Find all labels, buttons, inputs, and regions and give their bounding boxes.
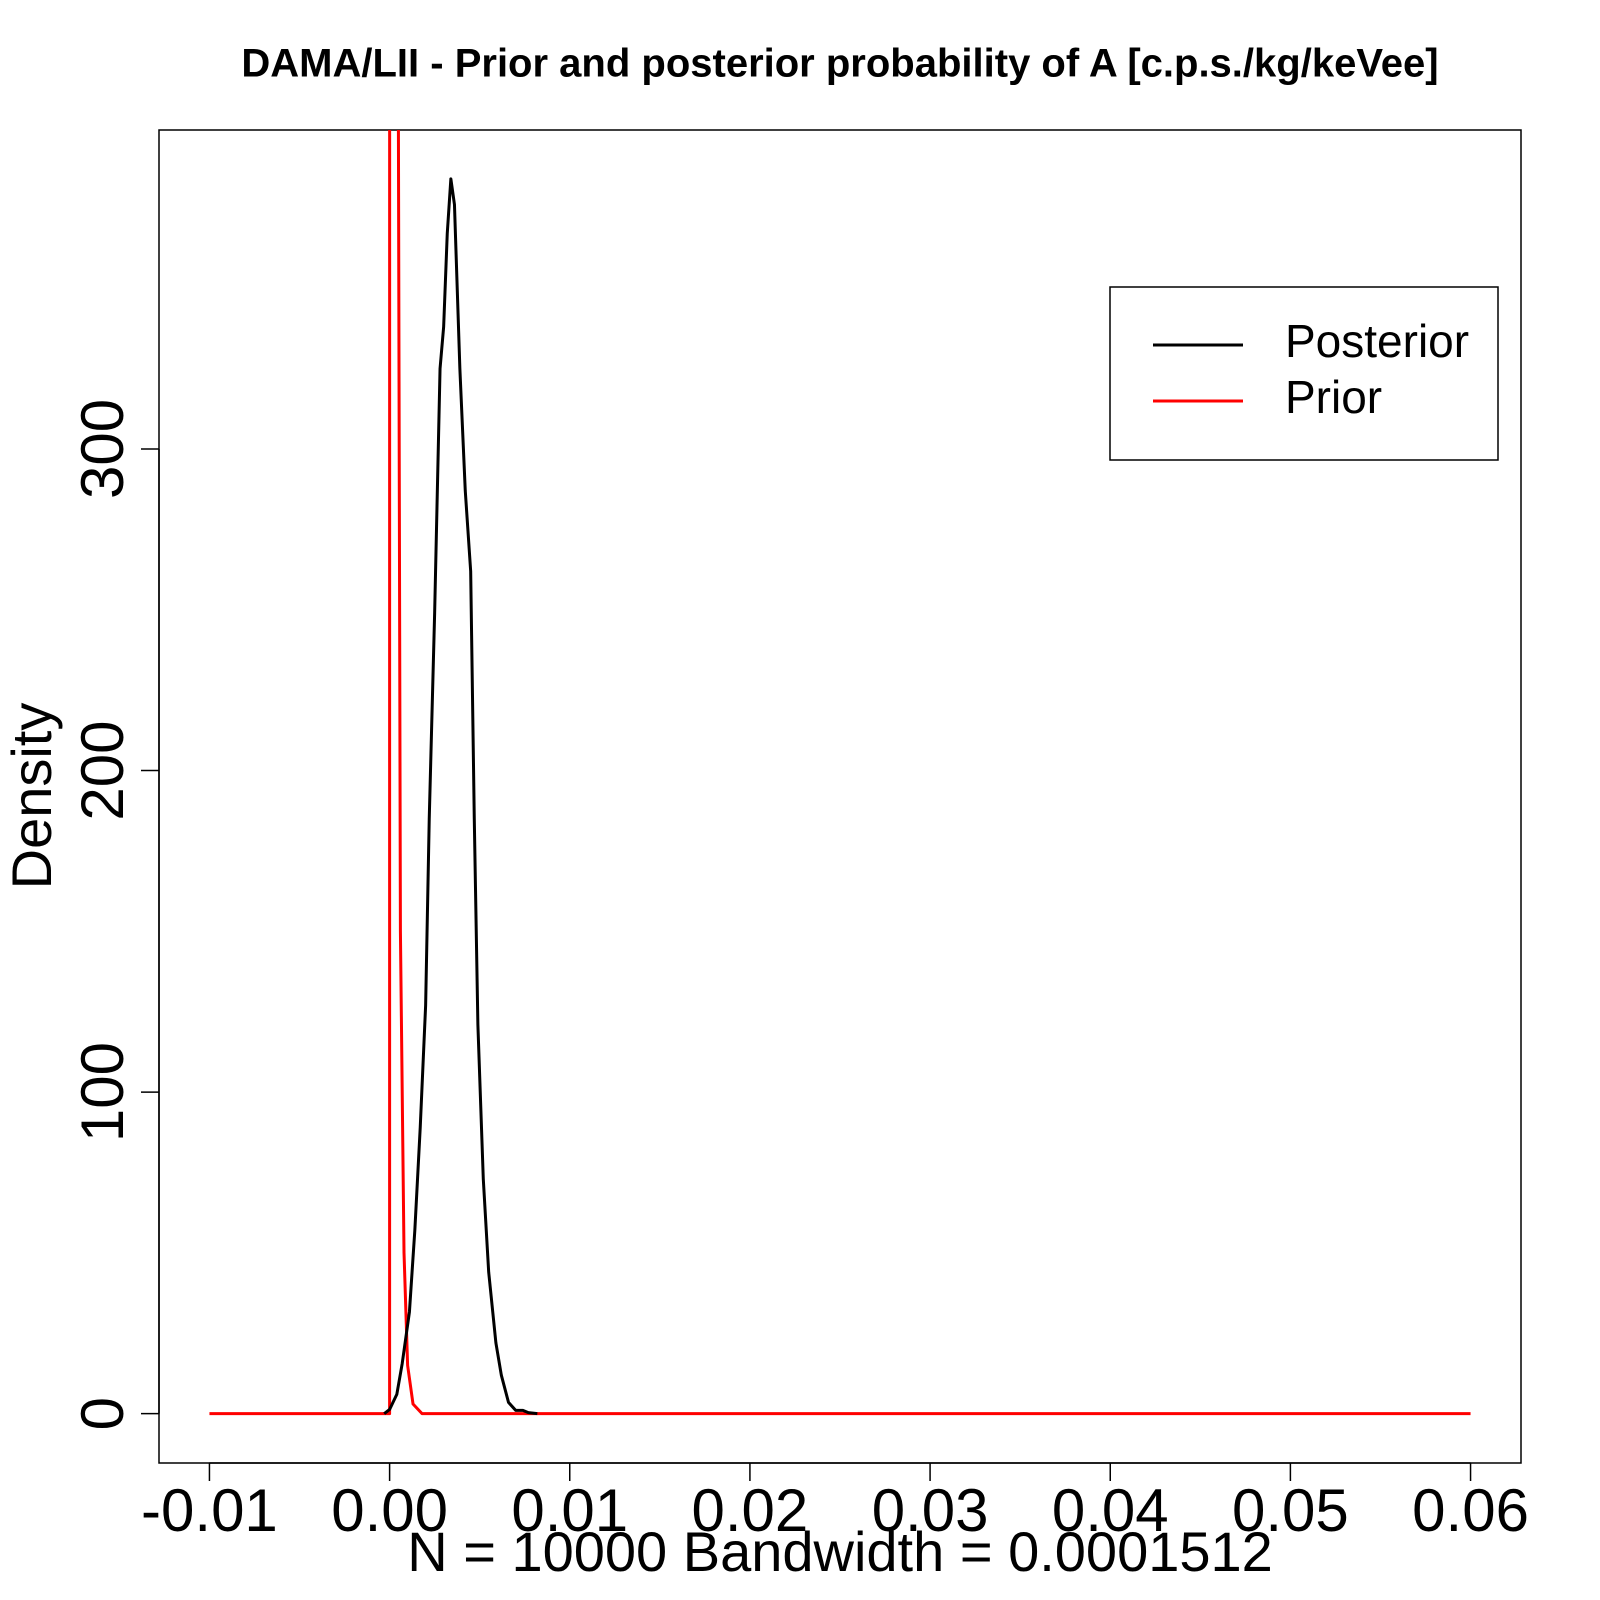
x-tick-label: 0.04 <box>1052 1477 1169 1544</box>
chart-title: DAMA/LII - Prior and posterior probabili… <box>241 42 1438 86</box>
y-tick-label: 300 <box>69 399 136 499</box>
x-tick-label: 0.03 <box>872 1477 989 1544</box>
density-line <box>383 177 538 1416</box>
x-tick-label: -0.01 <box>141 1477 278 1544</box>
x-tick-label: 0.02 <box>692 1477 809 1544</box>
x-axis-title: N = 10000 Bandwidth = 0.0001512 <box>407 1520 1273 1583</box>
y-tick-label: 100 <box>69 1042 136 1142</box>
x-tick-label: 0.05 <box>1232 1477 1349 1544</box>
plot-area <box>209 130 1471 1416</box>
legend-label: Prior <box>1285 371 1382 423</box>
x-tick-label: 0.06 <box>1412 1477 1529 1544</box>
y-tick-label: 0 <box>69 1397 136 1430</box>
legend-label: Posterior <box>1285 315 1469 367</box>
y-axis-title: Density <box>0 703 63 890</box>
x-tick-label: 0.01 <box>511 1477 628 1544</box>
y-tick-label: 200 <box>69 720 136 820</box>
legend-box <box>1109 286 1499 461</box>
x-tick-label: 0.00 <box>331 1477 448 1544</box>
density-line <box>209 130 1471 1416</box>
